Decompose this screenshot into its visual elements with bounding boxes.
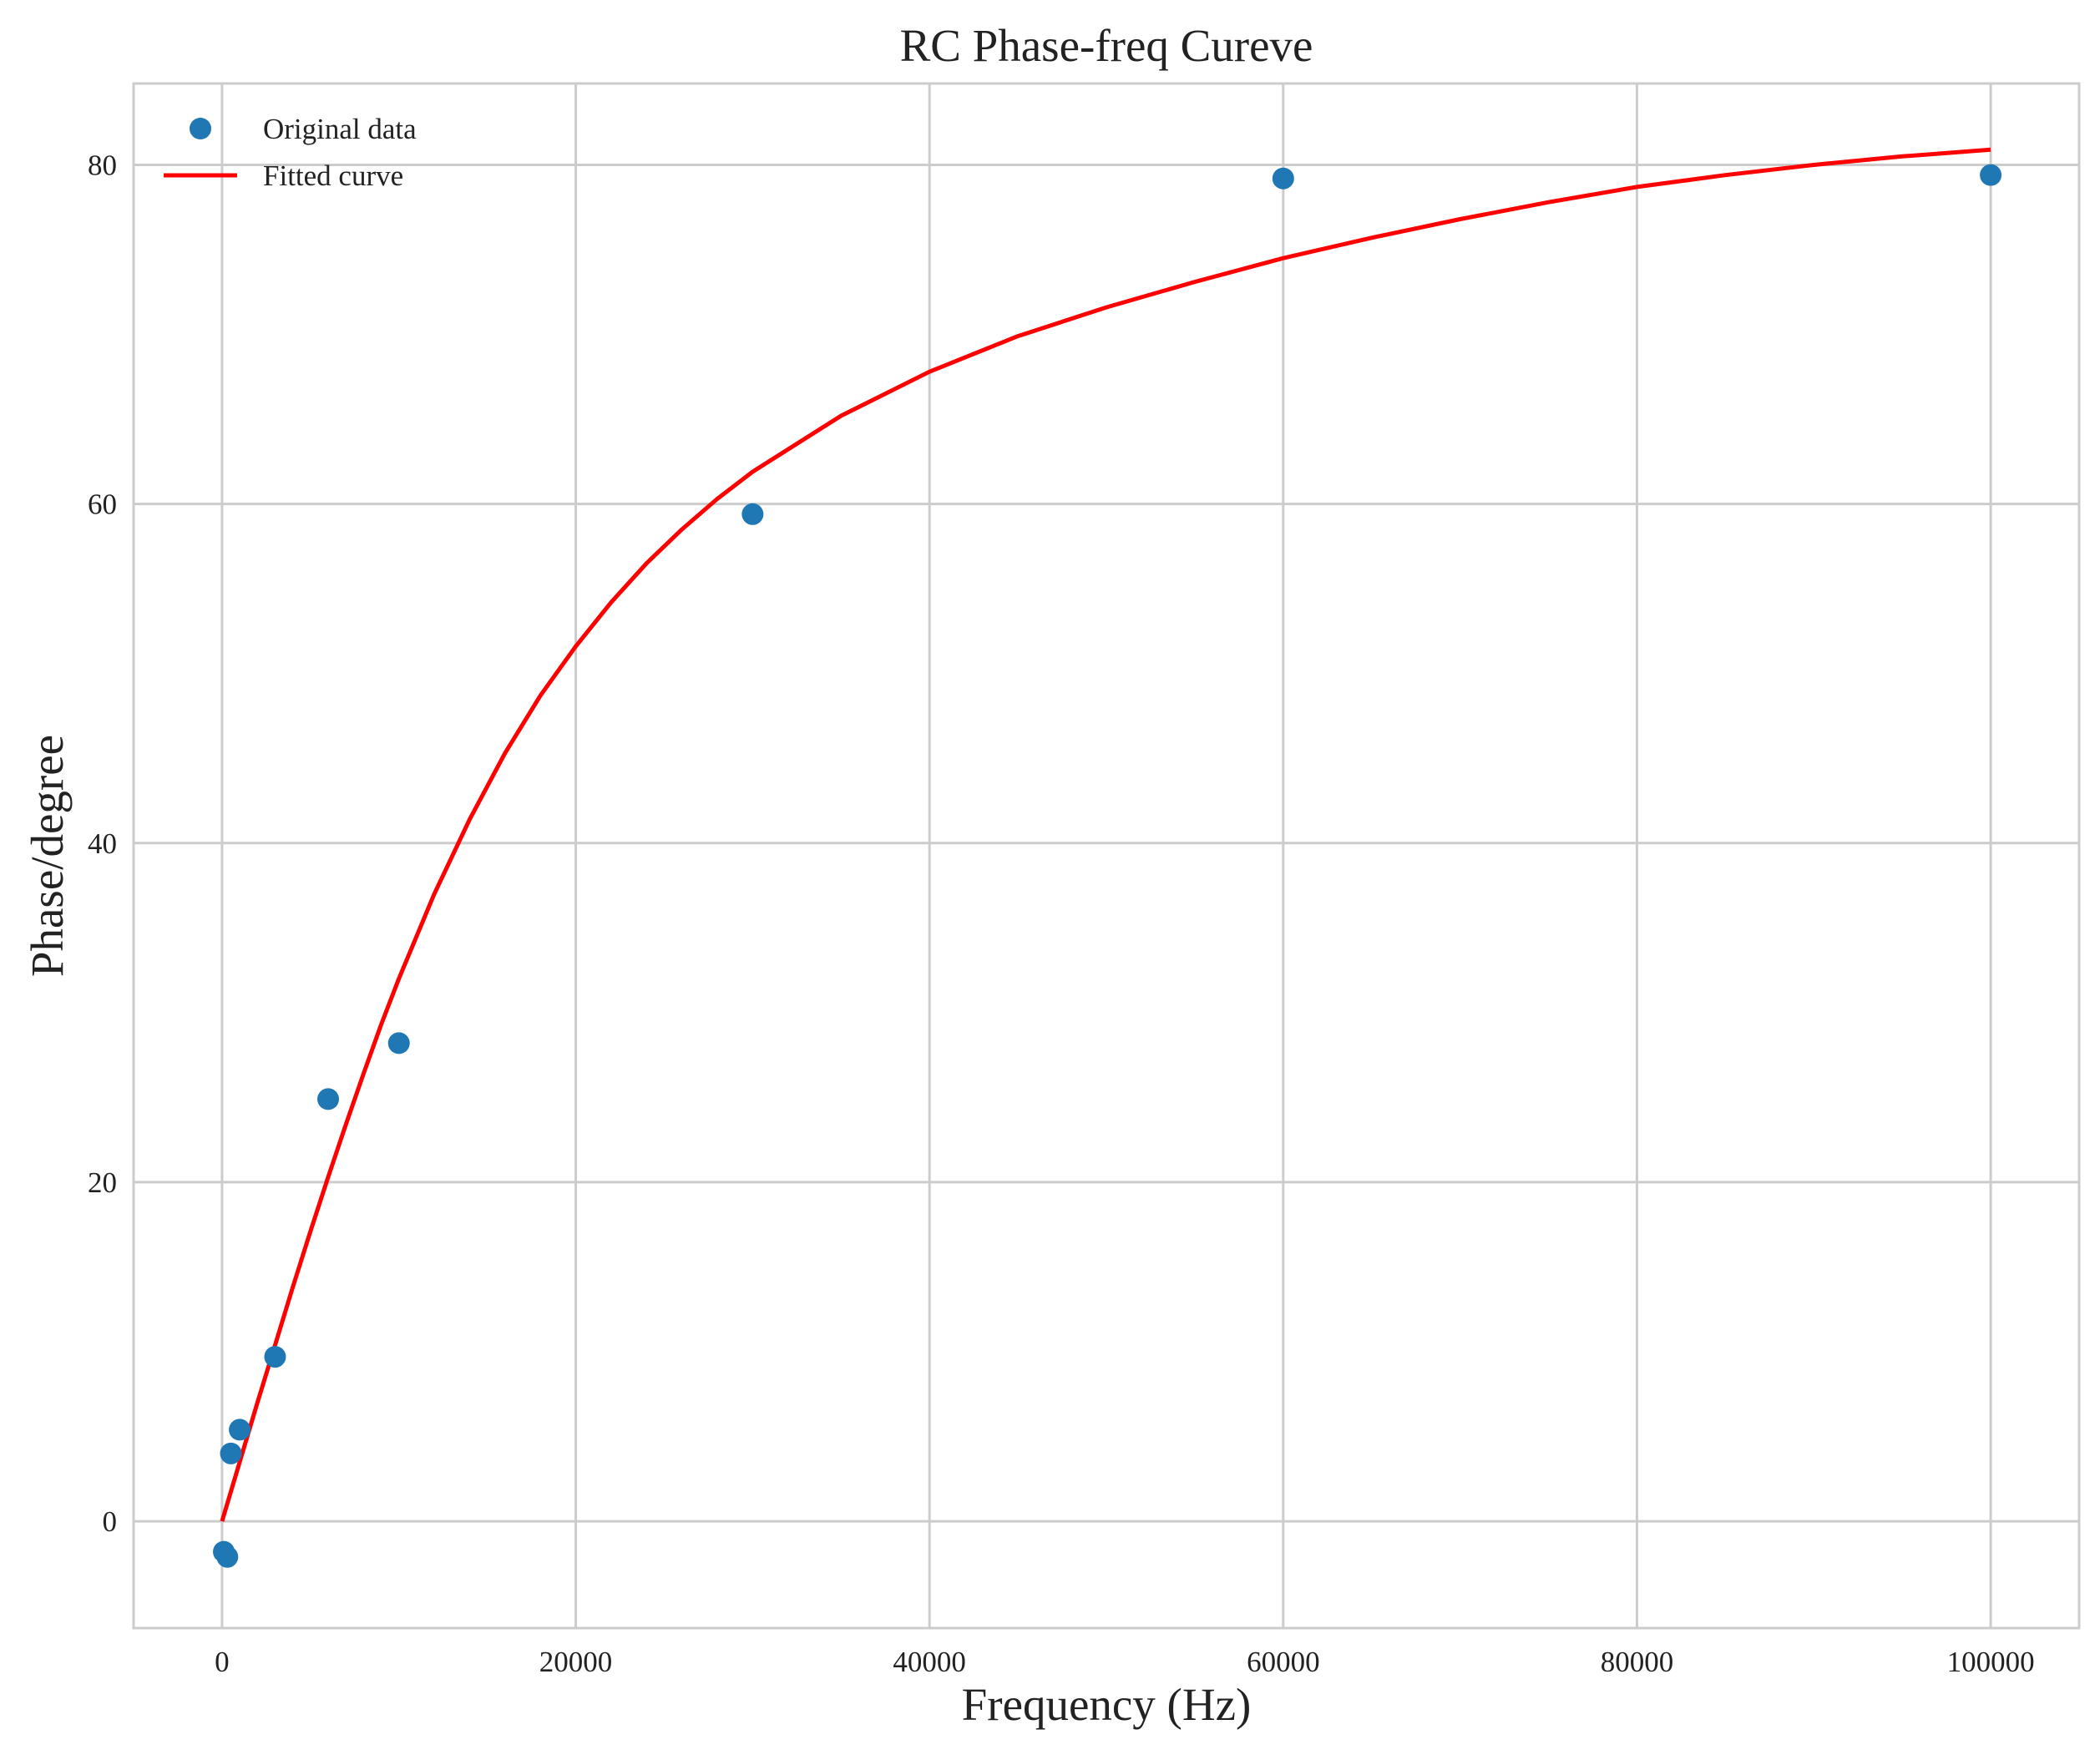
y-tick-label: 60 bbox=[88, 488, 117, 521]
y-tick-label: 80 bbox=[88, 149, 117, 181]
data-point bbox=[229, 1419, 251, 1441]
legend-label-original-data: Original data bbox=[263, 113, 417, 145]
data-point bbox=[216, 1545, 239, 1568]
y-tick-label: 20 bbox=[88, 1166, 117, 1199]
data-point bbox=[1980, 164, 2002, 186]
fitted-curve-line bbox=[220, 147, 1991, 1522]
legend-label-fitted-curve: Fitted curve bbox=[263, 159, 403, 192]
grid-layer bbox=[134, 83, 2079, 1628]
y-tick-label: 0 bbox=[103, 1505, 118, 1538]
data-point bbox=[1272, 167, 1294, 190]
data-point bbox=[220, 1442, 242, 1464]
legend: Original data Fitted curve bbox=[164, 113, 417, 192]
x-tick-label: 80000 bbox=[1601, 1646, 1674, 1678]
chart-title: RC Phase-freq Cureve bbox=[900, 20, 1313, 71]
x-tick-label: 60000 bbox=[1247, 1646, 1320, 1678]
y-tick-label: 40 bbox=[88, 827, 117, 860]
data-point bbox=[264, 1346, 286, 1368]
data-point bbox=[741, 503, 764, 525]
data-point bbox=[387, 1032, 410, 1054]
tick-label-layer: 0 20000 40000 60000 80000 100000 0 20 40 60 80 bbox=[88, 149, 2035, 1678]
x-axis-label: Frequency (Hz) bbox=[962, 1679, 1252, 1730]
line-layer bbox=[220, 147, 1991, 1522]
plot-frame bbox=[132, 82, 2081, 1630]
y-axis-label: Phase/degree bbox=[22, 735, 73, 977]
legend-marker-original-data bbox=[190, 118, 211, 139]
data-point bbox=[317, 1088, 339, 1110]
x-tick-label: 0 bbox=[215, 1646, 230, 1678]
x-tick-label: 20000 bbox=[539, 1646, 613, 1678]
point-layer bbox=[213, 164, 2002, 1568]
x-tick-label: 40000 bbox=[893, 1646, 966, 1678]
x-tick-label: 100000 bbox=[1947, 1646, 2035, 1678]
